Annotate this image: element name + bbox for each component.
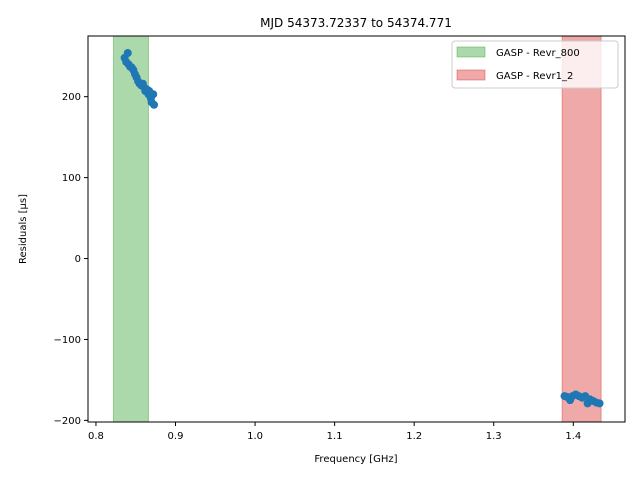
x-tick-label: 0.9 — [168, 431, 184, 442]
x-tick-label: 1.1 — [327, 431, 343, 442]
x-tick-label: 1.0 — [247, 431, 263, 442]
legend-label-revr1-2: GASP - Revr1_2 — [496, 71, 573, 82]
data-point — [595, 399, 604, 408]
chart-title: MJD 54373.72337 to 54374.771 — [260, 16, 452, 30]
band-1 — [561, 35, 602, 423]
x-tick-label: 0.8 — [88, 431, 104, 442]
y-tick-label: 100 — [62, 173, 81, 184]
data-point — [150, 100, 159, 109]
legend-swatch-revr1-2 — [456, 69, 486, 81]
x-axis: 0.8 0.9 1.0 1.1 1.2 1.3 1.4 — [88, 422, 581, 442]
points-layer — [120, 48, 604, 408]
x-tick-label: 1.4 — [565, 431, 581, 442]
y-tick-label: 200 — [62, 92, 81, 103]
legend-swatch-revr-800 — [456, 46, 486, 58]
data-point — [123, 48, 132, 57]
plot-frame — [87, 35, 626, 423]
legend: GASP - Revr_800 GASP - Revr1_2 — [451, 40, 619, 89]
x-tick-label: 1.2 — [406, 431, 422, 442]
y-tick-label: 0 — [75, 254, 81, 265]
band-0 — [112, 35, 149, 423]
y-tick-label: −200 — [54, 416, 81, 427]
legend-box — [451, 40, 619, 89]
y-axis: −200 −100 0 100 200 — [54, 92, 88, 427]
data-point — [149, 90, 158, 99]
legend-label-revr-800: GASP - Revr_800 — [496, 48, 580, 59]
x-tick-label: 1.3 — [486, 431, 502, 442]
y-tick-label: −100 — [54, 335, 81, 346]
y-axis-label: Residuals [μs] — [18, 194, 29, 264]
x-axis-label: Frequency [GHz] — [314, 454, 397, 465]
